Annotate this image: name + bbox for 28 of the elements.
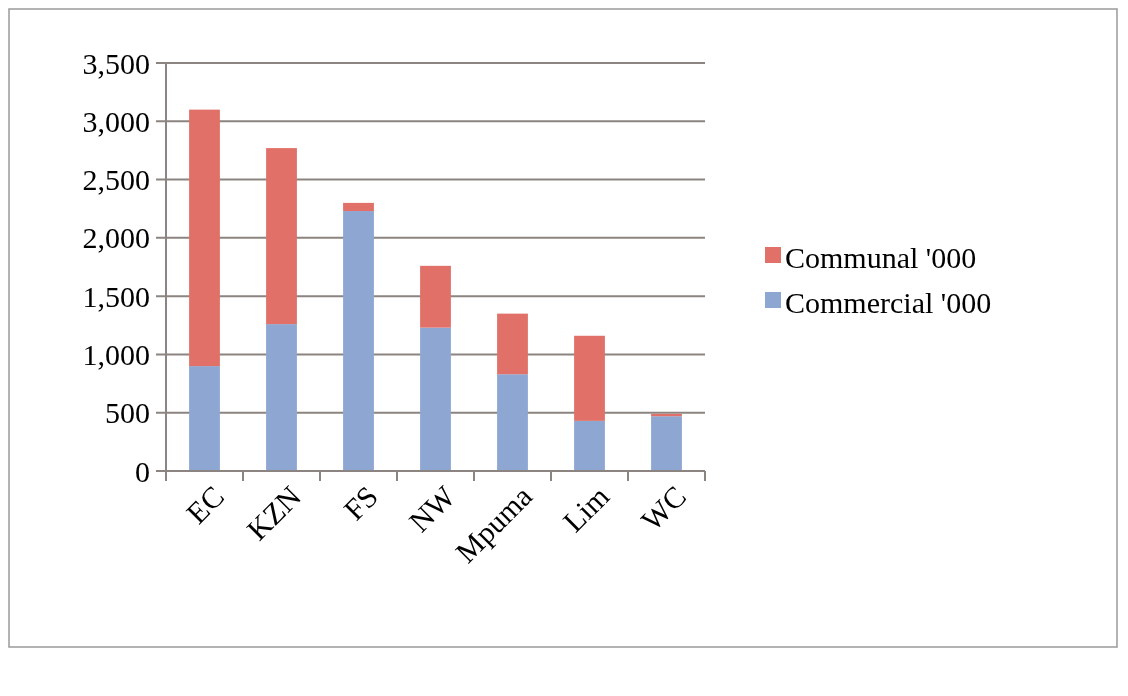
y-tick-label: 3,500	[82, 46, 150, 80]
y-tick-label: 0	[135, 454, 150, 488]
bar	[651, 416, 682, 471]
y-tick-label: 1,500	[82, 279, 150, 313]
bar	[189, 366, 220, 471]
bar	[343, 211, 374, 471]
x-tick-label: WC	[634, 479, 693, 537]
bar	[497, 374, 528, 471]
bar	[189, 109, 220, 367]
bar	[420, 327, 451, 471]
bar	[497, 313, 528, 375]
y-tick-label: 2,000	[82, 221, 150, 255]
legend-label: Communal '000	[785, 240, 977, 274]
bar	[574, 420, 605, 471]
x-tick-label: Lim	[556, 479, 616, 539]
y-tick-label: 2,500	[82, 163, 150, 197]
x-tick-label: EC	[179, 479, 231, 530]
bar	[343, 202, 374, 212]
y-tick-label: 3,000	[82, 104, 150, 138]
bar	[266, 324, 297, 471]
bar	[420, 265, 451, 328]
legend-label: Commercial '000	[785, 285, 992, 319]
bar	[574, 335, 605, 421]
x-tick-label: NW	[402, 478, 462, 539]
x-tick-label: FS	[337, 479, 385, 527]
bar	[266, 148, 297, 325]
y-tick-label: 1,000	[82, 337, 150, 371]
y-tick-label: 500	[105, 396, 150, 430]
